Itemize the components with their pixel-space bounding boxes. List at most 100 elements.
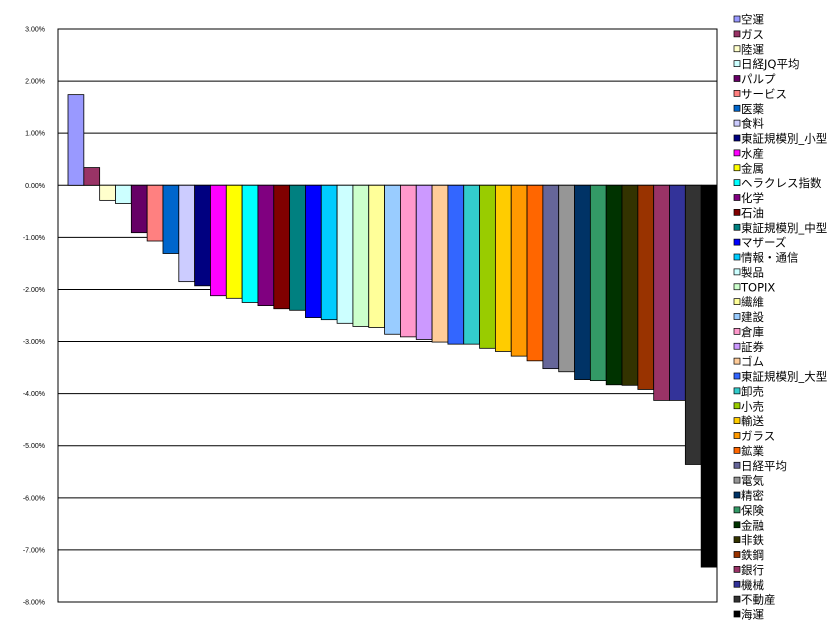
legend-label: 倉庫 [741,325,764,339]
legend-item: マザーズ [733,236,786,250]
legend-item: 卸売 [733,384,764,398]
legend-label: 小売 [741,399,764,413]
legend: 空運ガス陸運日経JQ平均パルプサービス医薬食料東証規模別_小型水産金属ヘラクレス… [733,13,827,622]
y-tick-label: 0.00% [25,183,45,190]
legend-label: 東証規模別_大型 [741,370,827,384]
legend-item: 電気 [733,474,764,488]
legend-swatch [733,60,741,67]
legend-label: 機械 [741,578,764,592]
legend-item: 食料 [733,117,764,131]
legend-item: 証券 [733,340,764,354]
legend-swatch [733,372,741,380]
legend-item: 精密 [733,489,764,503]
legend-swatch [733,75,741,82]
legend-label: 不動産 [741,593,776,607]
legend-item: 小売 [733,399,764,413]
legend-swatch [733,268,741,276]
legend-label: 石油 [741,206,764,220]
legend-swatch [733,521,741,529]
legend-item: ガス [733,27,764,41]
legend-label: 製品 [741,265,764,279]
legend-label: 東証規模別_小型 [741,132,827,146]
legend-label: 日経平均 [741,459,787,473]
legend-label: 精密 [741,489,764,503]
legend-swatch [733,610,741,618]
y-axis-tick-labels: 3.00% 2.00% 1.00% 0.00% -1.00% -2.00% -3.00% -4… [23,27,45,607]
legend-swatch [733,476,741,484]
bar-21 [384,184,401,335]
legend-item: TOPIX [733,280,775,294]
bar-23 [415,184,433,340]
legend-item: 非鉄 [733,533,764,547]
bar-28 [494,184,512,352]
legend-swatch [733,328,741,335]
plot-area-border [57,28,718,603]
legend-item: 製品 [733,265,764,279]
legend-swatch [733,134,741,142]
legend-item: 東証規模別_中型 [733,221,827,235]
bar-7 [162,184,180,254]
legend-swatch [733,417,741,424]
legend-swatch [733,90,741,97]
legend-swatch [733,342,741,350]
legend-swatch [733,45,741,53]
legend-label: 化学 [741,191,764,205]
legend-label: 医薬 [741,102,764,116]
legend-item: 銀行 [733,563,764,577]
legend-item: 倉庫 [733,325,764,339]
legend-label: 水産 [741,146,764,160]
legend-swatch [733,283,741,291]
bar-33 [574,184,591,380]
bar-2 [83,167,101,186]
legend-item: 石油 [733,206,764,220]
y-tick-label: -3.00% [23,339,45,346]
bar-20 [368,184,385,328]
legend-label: 輸送 [741,414,764,428]
legend-item: 医薬 [733,102,764,116]
bar-38 [653,184,670,401]
legend-label: 建設 [741,310,764,324]
legend-label: 日経JQ平均 [741,57,799,71]
legend-label: 情報・通信 [741,251,799,265]
bar-17 [320,184,338,321]
legend-label: 空運 [741,13,764,27]
bar-10 [210,184,227,297]
legend-item: 日経JQ平均 [733,57,799,71]
legend-item: サービス [733,87,787,101]
legend-item: 陸運 [733,42,764,56]
bar-35 [605,184,623,386]
y-tick-label: -7.00% [23,547,45,554]
legend-item: 保険 [733,503,764,517]
y-tick-label: 3.00% [25,27,45,34]
legend-swatch [733,149,741,157]
y-tick-label: 2.00% [25,79,45,86]
bar-1 [67,94,85,186]
legend-item: 東証規模別_小型 [733,132,827,146]
legend-label: ガラス [741,429,775,443]
legend-label: 卸売 [741,384,764,398]
legend-label: パルプ [741,72,776,86]
bar-25 [447,184,465,345]
legend-item: パルプ [733,72,776,86]
legend-item: 日経平均 [733,459,787,473]
bar-41 [700,184,718,568]
legend-label: 陸運 [741,42,764,56]
bar-39 [669,184,686,401]
legend-label: マザーズ [741,236,786,250]
y-tick-label: -1.00% [23,235,45,242]
legend-label: 金属 [741,161,764,175]
y-tick-label: -6.00% [23,495,45,502]
bar-32 [558,184,575,373]
legend-swatch [733,104,741,112]
legend-swatch [733,298,741,305]
legend-item: 情報・通信 [733,251,799,265]
legend-item: ヘラクレス指数 [733,176,822,190]
bar-6 [146,184,164,242]
bar-19 [352,184,370,327]
bar-15 [289,184,306,311]
bars [67,94,718,568]
legend-swatch [733,491,741,499]
bar-8 [178,184,196,283]
legend-label: ヘラクレス指数 [741,176,822,190]
